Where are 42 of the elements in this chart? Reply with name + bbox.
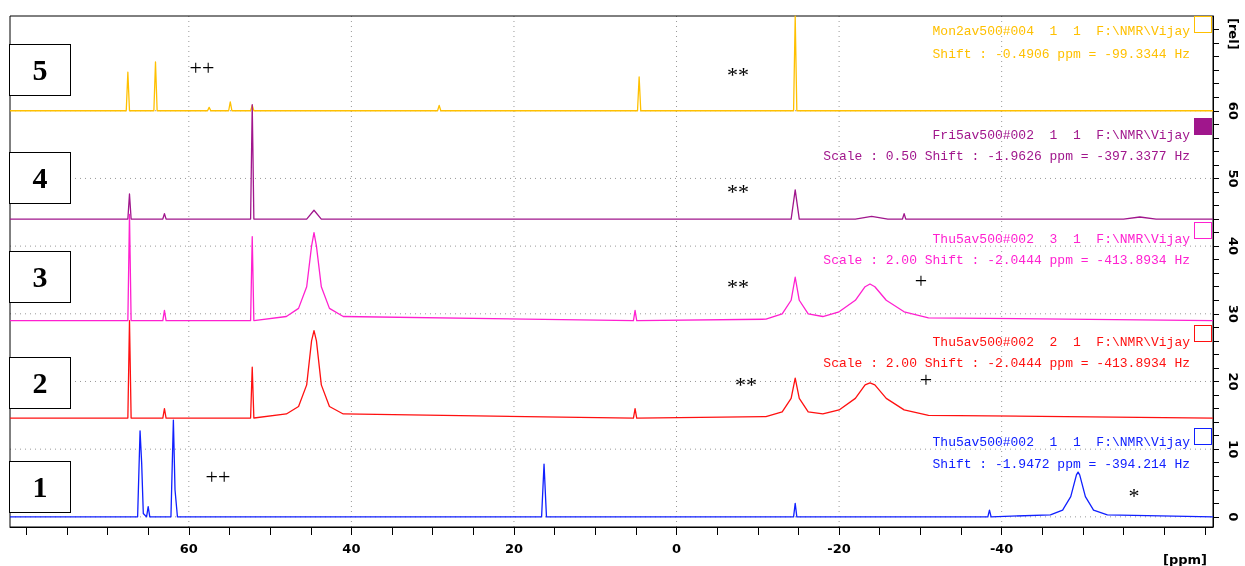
annotation: ** xyxy=(726,274,750,299)
annotation: Scale : 2.00 Shift : -2.0444 ppm = -413.8934 Hz xyxy=(823,252,1190,270)
annotation: Mon2av500#004 1 1 F:\NMR\Vijay xyxy=(932,23,1190,41)
annotation: Thu5av500#002 3 1 F:\NMR\Vijay xyxy=(932,231,1190,249)
x-tick-label: 20 xyxy=(504,541,524,556)
line-series xyxy=(9,319,1214,419)
annotation: Thu5av500#002 2 1 F:\NMR\Vijay xyxy=(932,334,1190,352)
y-axis-title: [rel] xyxy=(1225,18,1241,50)
x-tick-label: -40 xyxy=(989,541,1014,556)
annotation: 2 xyxy=(9,357,71,409)
annotation: * xyxy=(1127,483,1141,508)
x-tick-label: 60 xyxy=(179,541,198,556)
annotation: Thu5av500#002 1 1 F:\NMR\Vijay xyxy=(932,434,1190,452)
annotation: ++ xyxy=(188,55,216,80)
y-tick-label: 60 xyxy=(1225,101,1241,120)
annotation: Scale : 0.50 Shift : -1.9626 ppm = -397.3377 Hz xyxy=(823,148,1190,166)
x-tick-label: 0 xyxy=(672,541,682,556)
annotation: 1 xyxy=(9,461,71,513)
annotation: ** xyxy=(726,62,750,87)
y-tick-label: 50 xyxy=(1225,169,1241,188)
annotation: 3 xyxy=(9,251,71,303)
line-series xyxy=(9,419,1214,518)
line-series xyxy=(9,213,1214,322)
x-axis-title: [ppm] xyxy=(1163,552,1208,566)
annotation: 5 xyxy=(9,44,71,96)
x-tick-label: -20 xyxy=(827,541,851,556)
y-tick-label: 40 xyxy=(1225,237,1241,256)
y-tick-label: 10 xyxy=(1225,440,1241,459)
line-series xyxy=(9,15,1214,112)
annotation: ++ xyxy=(204,464,232,489)
y-tick-label: 20 xyxy=(1225,372,1241,391)
annotation: ** xyxy=(734,372,758,397)
x-tick-label: 40 xyxy=(342,541,361,556)
annotation: Shift : -0.4906 ppm = -99.3344 Hz xyxy=(932,46,1190,64)
line-series xyxy=(9,104,1214,220)
annotation: 4 xyxy=(9,152,71,204)
annotation: ** xyxy=(726,179,750,204)
annotation: Fri5av500#002 1 1 F:\NMR\Vijay xyxy=(932,127,1190,145)
annotation: + xyxy=(913,268,929,293)
annotation: Shift : -1.9472 ppm = -394.214 Hz xyxy=(932,456,1190,474)
y-tick-label: 30 xyxy=(1225,304,1241,323)
y-tick-label: 0 xyxy=(1225,512,1241,522)
